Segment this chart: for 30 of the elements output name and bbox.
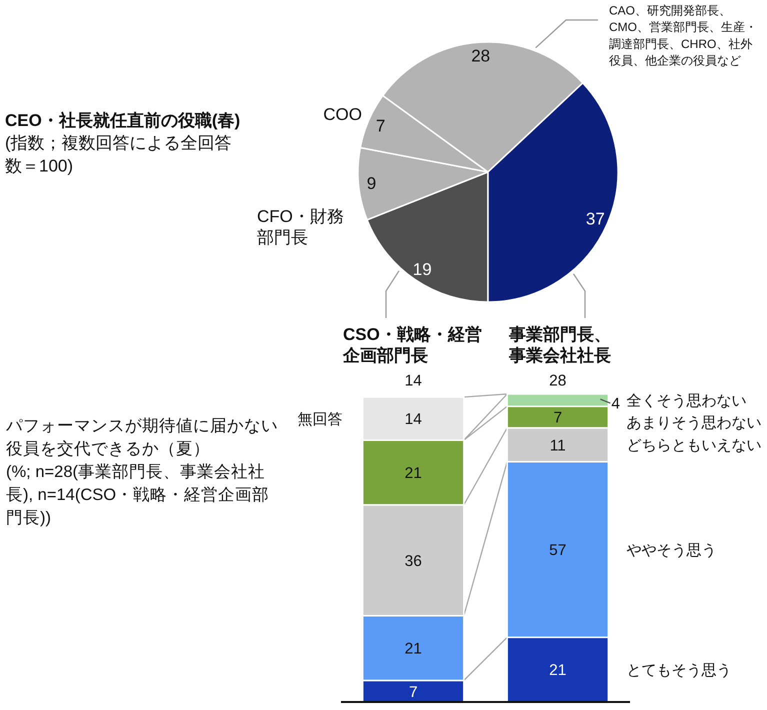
slice-label: CSO・戦略・経営企画部門長 xyxy=(342,325,482,366)
data-label: 7 xyxy=(376,116,386,136)
slice-label: CFO・財務部門長 xyxy=(257,207,344,248)
data-label: 9 xyxy=(366,174,376,194)
slice-label: COO xyxy=(323,105,362,124)
data-label: 11 xyxy=(550,437,566,454)
data-label: 14 xyxy=(404,411,422,428)
series-label: どちらともいえない xyxy=(626,437,762,454)
data-label: 19 xyxy=(412,260,432,279)
text: CEO・社長就任直前の役職(春) xyxy=(5,111,240,130)
data-label: 21 xyxy=(404,640,422,658)
series-label: ややそう思う xyxy=(626,542,716,559)
data-label: 28 xyxy=(471,46,490,66)
text: (指数；複数回答による全回答数＝100) xyxy=(5,134,232,176)
series-label: あまりそう思わない xyxy=(626,414,762,432)
data-label: 36 xyxy=(404,552,422,570)
series-label: 無回答 xyxy=(298,411,343,428)
data-label: 37 xyxy=(586,210,605,229)
data-label: 7 xyxy=(553,410,562,427)
text: パフォーマンスが期待値に届かない役員を交代できるか（夏） xyxy=(5,416,278,458)
data-label: 21 xyxy=(404,465,422,482)
slice-label: CAO、研究開発部長、CMO、営業部門長、生産・調達部門長、CHRO、社外役員、他企業の役員など xyxy=(609,3,757,68)
series-label: とてもそう思う xyxy=(626,662,732,680)
text: (%; n=28(事業部門長、事業会社社長), n=14(CSO・戦略・経営企画部門長)) xyxy=(6,462,270,527)
data-label: 21 xyxy=(549,662,566,680)
data-label: 57 xyxy=(549,542,566,560)
series-label: 全くそう思わない xyxy=(626,392,746,410)
slice-label: 事業部門長、事業会社社長 xyxy=(508,325,611,366)
data-label: 7 xyxy=(408,684,418,701)
data-label: 4 xyxy=(611,396,620,413)
